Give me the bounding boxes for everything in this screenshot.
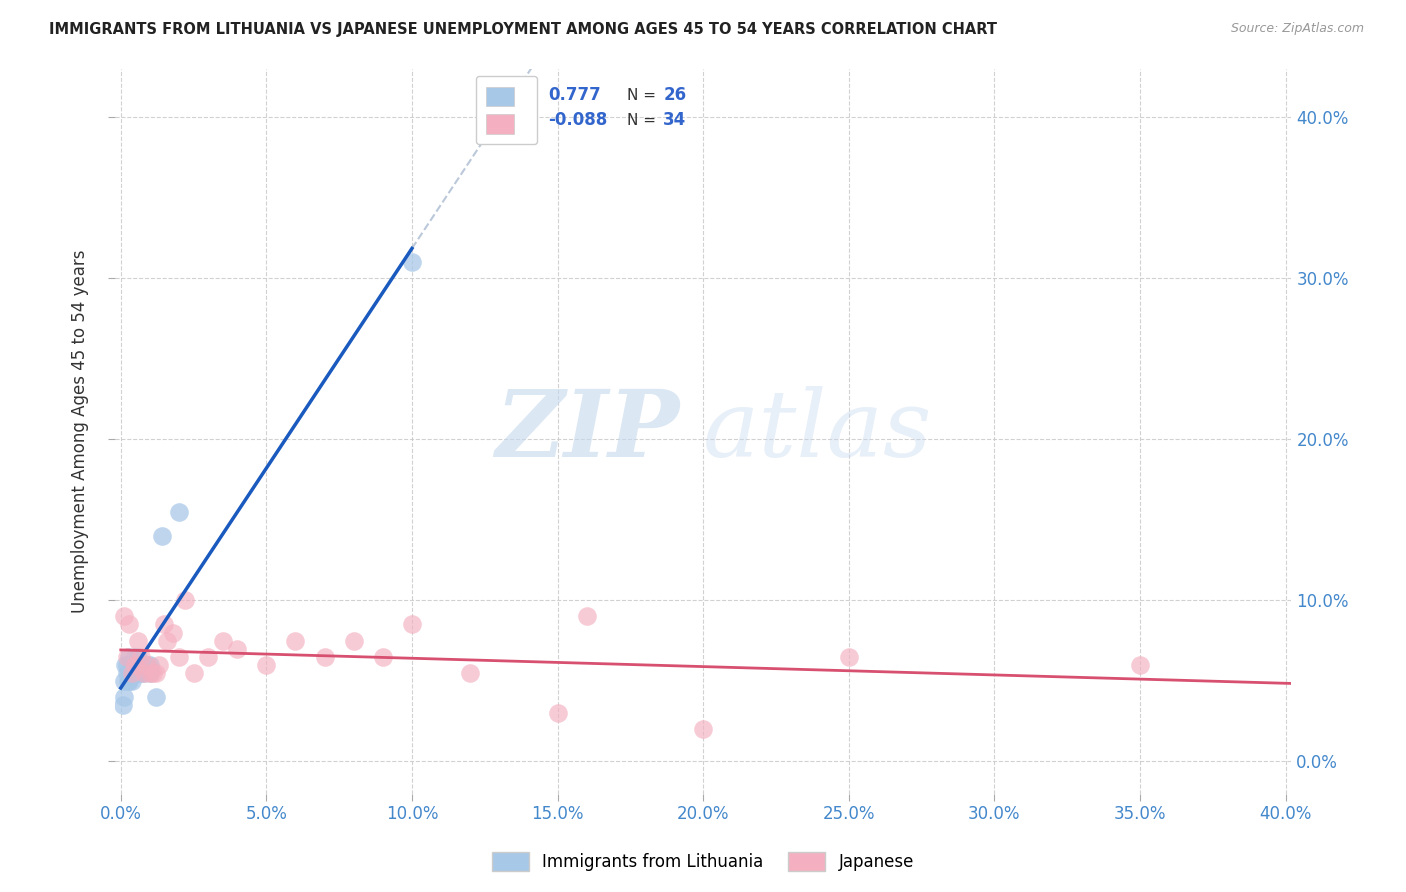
Point — [284, 633, 307, 648]
Point — [343, 633, 366, 648]
Point — [371, 649, 394, 664]
Point — [124, 649, 146, 664]
Point — [132, 665, 155, 680]
Point — [167, 649, 190, 664]
Text: -0.088: -0.088 — [548, 112, 607, 129]
Point — [838, 649, 860, 664]
Text: IMMIGRANTS FROM LITHUANIA VS JAPANESE UNEMPLOYMENT AMONG AGES 45 TO 54 YEARS COR: IMMIGRANTS FROM LITHUANIA VS JAPANESE UN… — [49, 22, 997, 37]
Point — [183, 665, 205, 680]
Point — [127, 665, 149, 680]
Point — [153, 617, 176, 632]
Point — [118, 617, 141, 632]
Point — [139, 665, 162, 680]
Point — [121, 657, 143, 672]
Point — [132, 665, 155, 680]
Point — [115, 665, 138, 680]
Point — [145, 690, 167, 704]
Point — [314, 649, 336, 664]
Legend: Immigrants from Lithuania, Japanese: Immigrants from Lithuania, Japanese — [484, 843, 922, 880]
Point — [139, 657, 162, 672]
Point — [115, 649, 138, 664]
Text: ZIP: ZIP — [495, 386, 679, 476]
Point — [197, 649, 219, 664]
Text: R =: R = — [509, 113, 543, 128]
Point — [145, 665, 167, 680]
Text: 34: 34 — [664, 112, 686, 129]
Point — [129, 649, 152, 664]
Point — [127, 633, 149, 648]
Text: atlas: atlas — [703, 386, 932, 476]
Point — [458, 665, 481, 680]
Point — [112, 698, 135, 712]
Point — [148, 657, 170, 672]
Point — [124, 657, 146, 672]
Point — [118, 649, 141, 664]
Point — [211, 633, 233, 648]
Point — [117, 673, 139, 688]
Point — [547, 706, 569, 720]
Point — [124, 665, 146, 680]
Y-axis label: Unemployment Among Ages 45 to 54 years: Unemployment Among Ages 45 to 54 years — [72, 250, 89, 613]
Point — [150, 529, 173, 543]
Text: Source: ZipAtlas.com: Source: ZipAtlas.com — [1230, 22, 1364, 36]
Text: 26: 26 — [664, 87, 686, 104]
Point — [226, 641, 249, 656]
Point — [136, 657, 159, 672]
Point — [112, 690, 135, 704]
Point — [136, 657, 159, 672]
Point — [173, 593, 195, 607]
Text: N =: N = — [627, 113, 661, 128]
Legend: , : , — [475, 76, 537, 145]
Point — [692, 723, 714, 737]
Point — [115, 657, 138, 672]
Point — [114, 657, 136, 672]
Point — [401, 255, 423, 269]
Point — [142, 665, 165, 680]
Point — [167, 505, 190, 519]
Point — [112, 609, 135, 624]
Point — [156, 633, 179, 648]
Point — [121, 665, 143, 680]
Point — [401, 617, 423, 632]
Point — [162, 625, 184, 640]
Text: N =: N = — [627, 88, 661, 103]
Point — [127, 649, 149, 664]
Point — [139, 665, 162, 680]
Point — [121, 673, 143, 688]
Text: R =: R = — [509, 88, 543, 103]
Point — [124, 657, 146, 672]
Point — [575, 609, 598, 624]
Text: 0.777: 0.777 — [548, 87, 600, 104]
Point — [112, 673, 135, 688]
Point — [129, 665, 152, 680]
Point — [254, 657, 277, 672]
Point — [118, 673, 141, 688]
Point — [129, 657, 152, 672]
Point — [1129, 657, 1152, 672]
